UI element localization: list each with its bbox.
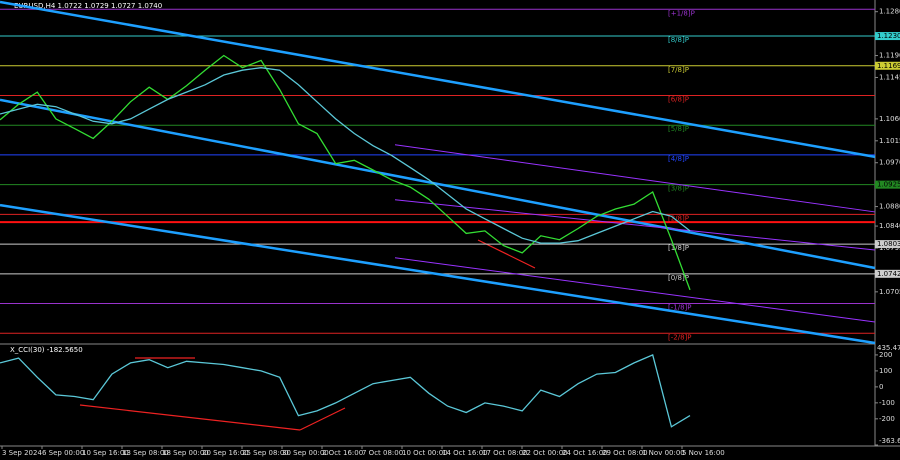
price-tag [875,32,900,41]
series-line [0,67,691,244]
x-tick-label: 6 Sep 00:00 [42,449,84,457]
level-label: [3/8]P [668,185,689,193]
x-tick-label: 18 Sep 00:00 [162,449,209,457]
trend-line [0,98,876,270]
y-tick-label: 1.0705 [879,288,900,296]
level-price-label: 1.0742 [877,270,900,278]
x-tick-label: 29 Oct 08:00 [602,449,648,457]
level-label: [2/8]P [668,214,689,222]
x-tick-label: 20 Sep 16:00 [202,449,249,457]
level-price-label: 1.0803 [877,240,900,248]
x-tick-label: 3 Sep 2024 [2,449,42,457]
x-tick-label: 7 Oct 08:00 [362,449,403,457]
level-label: [1/8]P [668,244,689,252]
cci-tick-label: -200 [879,415,895,423]
x-tick-label: 24 Oct 16:00 [562,449,608,457]
divergence-line [299,407,346,431]
x-tick-label: 14 Oct 16:00 [442,449,488,457]
y-tick-label: 1.1190 [879,52,900,60]
level-label: [8/8]P [668,36,689,44]
trend-line [0,0,876,159]
cci-tick-label: 0 [879,383,883,391]
x-tick-label: 22 Oct 00:00 [522,449,568,457]
trend-line [0,203,876,345]
trend-line [394,199,876,251]
x-tick-label: 1 Nov 00:00 [642,449,685,457]
x-tick-label: 17 Oct 08:00 [482,449,528,457]
y-tick-label: 1.1145 [879,73,900,81]
series-line [0,354,691,428]
level-label: [4/8]P [668,155,689,163]
level-label: [+1/8]P [668,9,695,17]
level-label: [5/8]P [668,125,689,133]
x-tick-label: 10 Sep 16:00 [82,449,129,457]
level-label: [-1/8]P [668,304,691,312]
divergence-line [477,239,536,269]
x-tick-label: 25 Sep 08:00 [242,449,289,457]
y-tick-label: 1.1015 [879,137,900,145]
level-label: [7/8]P [668,66,689,74]
cci-tick-label: 200 [879,351,892,359]
price-tag [875,269,900,278]
chart-title: EURUSD,H4 1.0722 1.0729 1.0727 1.0740 [14,2,162,10]
level-label: [-2/8]P [668,333,691,341]
level-price-label: 1.0925 [877,181,900,189]
cci-tick-label: -100 [879,399,895,407]
y-tick-label: 1.0840 [879,222,900,230]
x-tick-label: 30 Sep 00:00 [282,449,329,457]
series-line [0,54,691,291]
indicator-title: X_CCI(30) -182.5650 [10,346,83,354]
level-label: [6/8]P [668,95,689,103]
level-price-label: 1.1169 [877,62,900,70]
x-tick-label: 10 Oct 00:00 [402,449,448,457]
cci-tick-label: -363.641 [879,437,900,445]
divergence-line [79,404,301,431]
indicator-max-label: 435.4725 [877,344,900,352]
x-tick-label: 5 Nov 16:00 [682,449,725,457]
y-tick-label: 1.0880 [879,203,900,211]
cci-tick-label: 100 [879,367,892,375]
trend-line [394,144,876,213]
y-tick-label: 1.1060 [879,115,900,123]
x-tick-label: 2 Oct 16:00 [322,449,363,457]
x-tick-label: 13 Sep 08:00 [122,449,169,457]
price-tag [875,240,900,249]
level-label: [0/8]P [668,274,689,282]
level-price-label: 1.1230 [877,32,900,40]
trend-line [394,257,876,323]
price-tag [875,180,900,189]
y-tick-label: 1.1280 [879,8,900,16]
y-tick-label: 1.0970 [879,159,900,167]
price-tag [875,61,900,70]
